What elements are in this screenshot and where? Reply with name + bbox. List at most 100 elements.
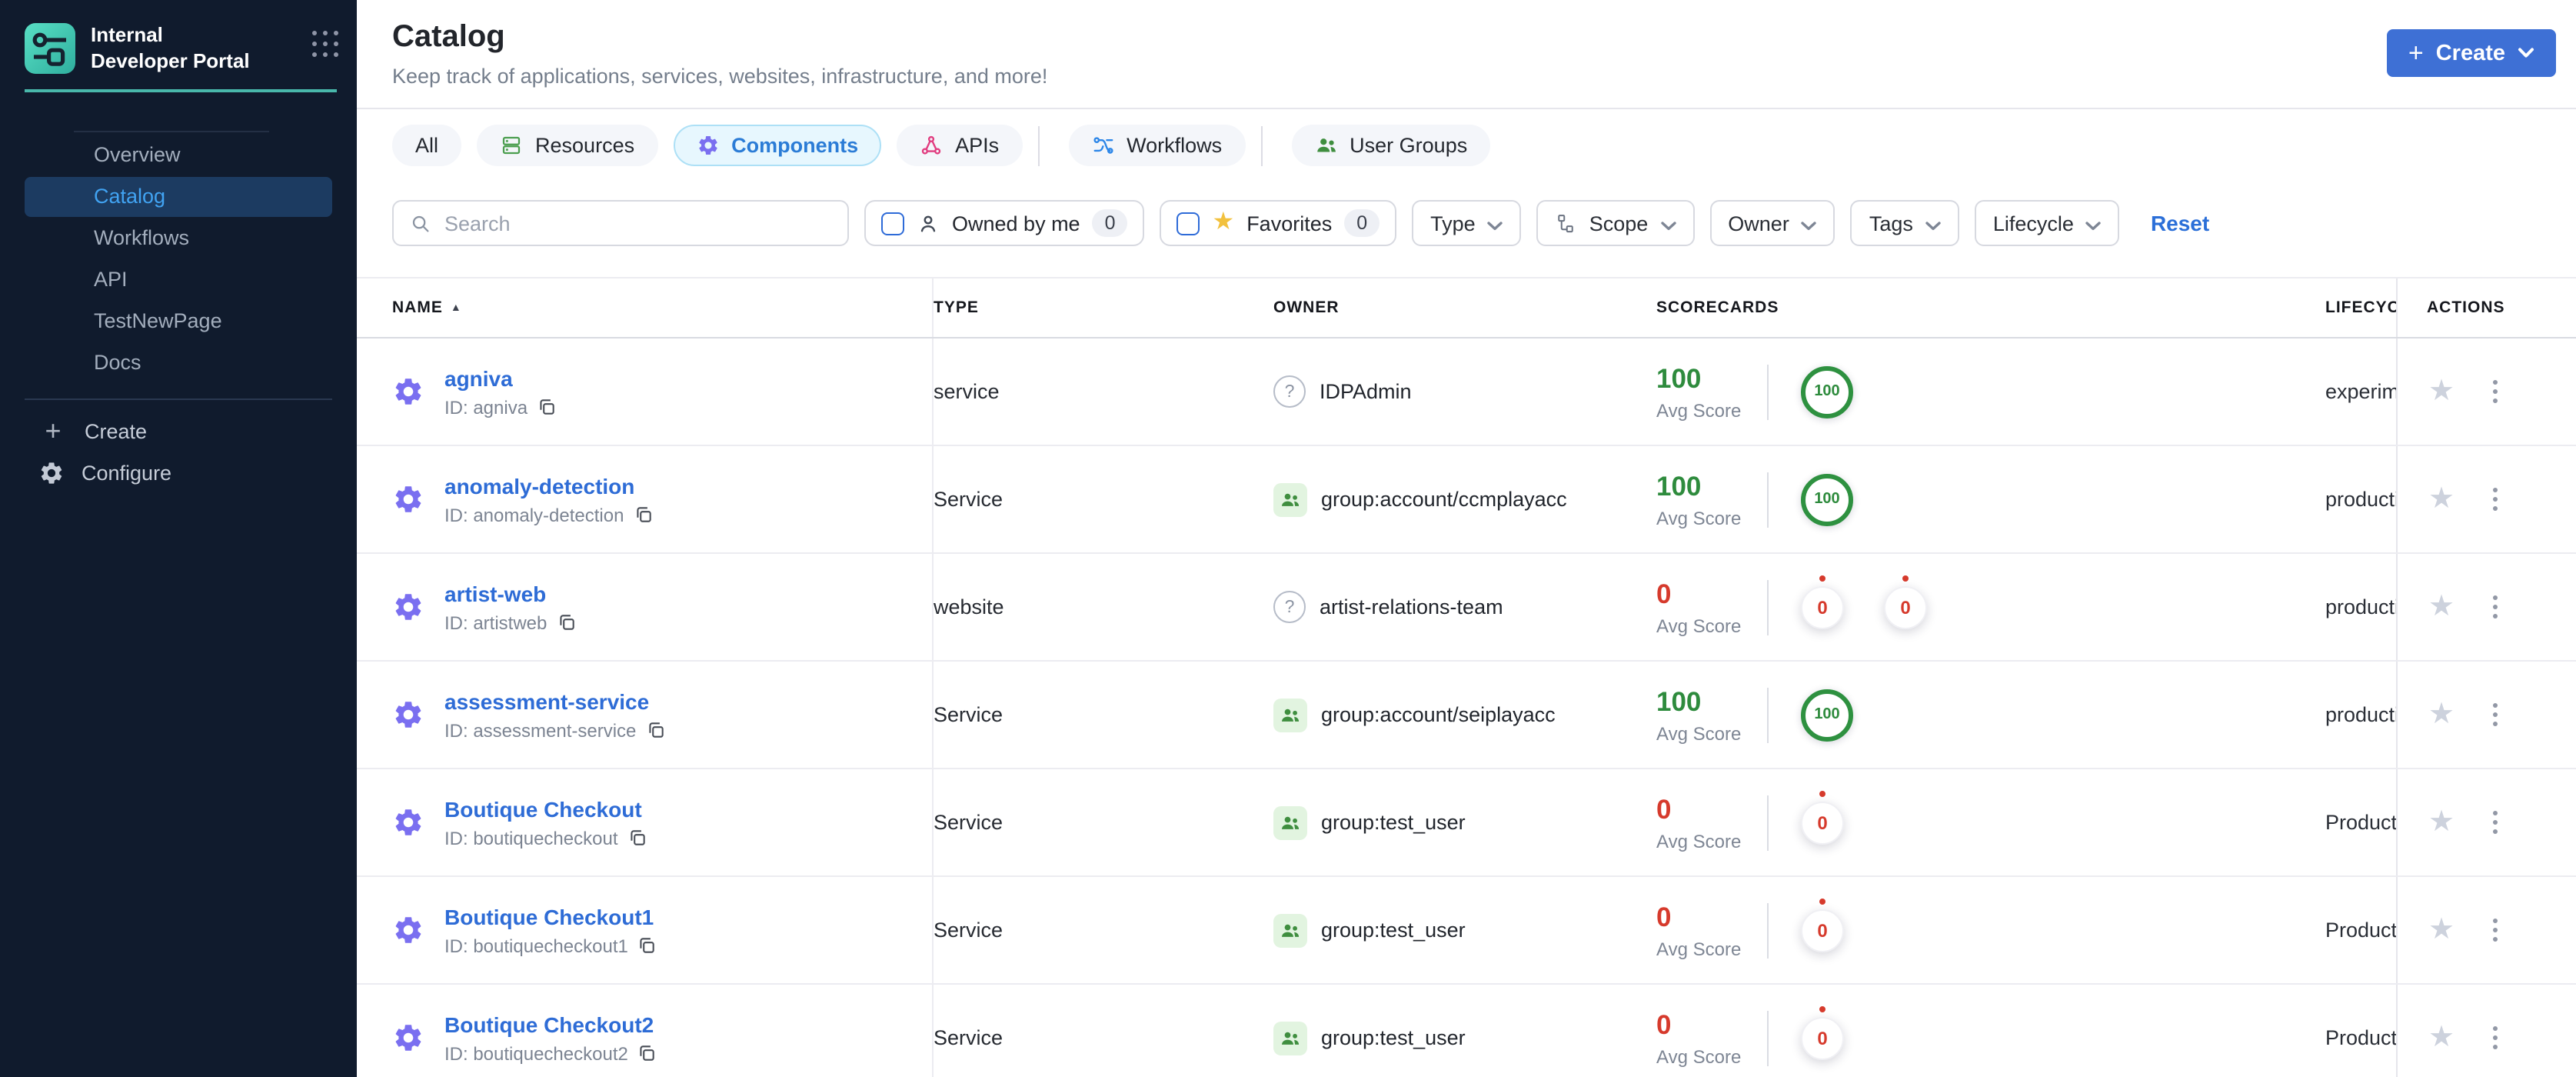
copy-icon[interactable]: [633, 505, 653, 525]
apis-icon: [920, 134, 943, 157]
copy-icon[interactable]: [637, 1043, 657, 1063]
owner-unknown-icon: ?: [1273, 591, 1306, 623]
score-divider: [1767, 364, 1769, 419]
scorecard-badge-value: 0: [1817, 596, 1828, 618]
entity-id: ID: boutiquecheckout2: [444, 1042, 657, 1064]
owner-cell: group:account/ccmplayacc: [1273, 482, 1656, 516]
owner-cell: ? IDPAdmin: [1273, 375, 1656, 408]
column-header-name[interactable]: NAME ▲: [357, 278, 934, 337]
avg-score-value: 100: [1656, 470, 1702, 501]
sidebar-item-testnewpage[interactable]: TestNewPage: [94, 308, 222, 332]
entity-id: ID: agniva: [444, 396, 557, 418]
scorecard-badges: 100: [1801, 473, 1853, 525]
copy-icon[interactable]: [637, 935, 657, 955]
type-cell: Service: [934, 919, 1003, 942]
sidebar-item-workflows[interactable]: Workflows: [94, 225, 190, 249]
favorite-star-icon[interactable]: ★: [2428, 806, 2455, 839]
workflows-icon: [1091, 134, 1114, 157]
scorecard-badge: 100: [1801, 473, 1853, 525]
row-menu-icon[interactable]: [2488, 914, 2503, 946]
component-gear-icon: [392, 914, 424, 946]
row-menu-icon[interactable]: [2488, 375, 2503, 408]
sidebar-create-button[interactable]: + Create: [42, 417, 357, 445]
user-groups-icon: [1314, 134, 1337, 157]
filter-scope-dropdown[interactable]: Scope: [1536, 200, 1695, 246]
copy-icon[interactable]: [537, 397, 557, 417]
sidebar-configure-button[interactable]: Configure: [38, 460, 357, 486]
avg-score-value: 0: [1656, 1009, 1672, 1039]
sidebar-item-docs[interactable]: Docs: [94, 350, 141, 374]
entity-id: ID: boutiquecheckout: [444, 827, 647, 849]
filter-tags-dropdown[interactable]: Tags: [1850, 200, 1959, 246]
copy-icon[interactable]: [627, 828, 647, 848]
name-cell: Boutique Checkout2 ID: boutiquecheckout2: [357, 985, 934, 1077]
scorecards-cell: 100 Avg Score 100: [1656, 338, 2325, 445]
entity-id: ID: artistweb: [444, 612, 576, 633]
apps-grid-icon[interactable]: [312, 31, 338, 57]
tab-components[interactable]: Components: [673, 125, 882, 166]
owned-by-me-filter[interactable]: Owned by me 0: [864, 200, 1145, 246]
favorite-star-icon[interactable]: ★: [2428, 1022, 2455, 1054]
favorites-checkbox[interactable]: [1177, 212, 1200, 235]
scorecard-badges: 0: [1801, 1016, 1844, 1059]
favorite-star-icon[interactable]: ★: [2428, 914, 2455, 946]
owned-by-me-label: Owned by me: [952, 212, 1080, 235]
filter-type-dropdown[interactable]: Type: [1412, 200, 1522, 246]
lifecycle-cell: Production: [2325, 769, 2396, 875]
avg-score: 0 Avg Score: [1656, 793, 1749, 852]
avg-score-value: 0: [1656, 578, 1672, 609]
owner-label: group:test_user: [1321, 811, 1466, 834]
filter-lifecycle-dropdown[interactable]: Lifecycle: [1974, 200, 2120, 246]
sidebar-item-catalog[interactable]: Catalog: [25, 176, 332, 217]
entity-id-text: ID: artistweb: [444, 612, 547, 633]
sidebar-item-overview[interactable]: Overview: [94, 142, 181, 166]
copy-icon[interactable]: [556, 612, 576, 632]
favorite-star-icon[interactable]: ★: [2428, 699, 2455, 731]
nav-divider: [74, 130, 269, 132]
tab-apis[interactable]: APIs: [897, 125, 1023, 166]
page-title: Catalog: [392, 20, 505, 54]
entity-id: ID: assessment-service: [444, 719, 665, 741]
owner-group-icon: [1273, 1021, 1307, 1055]
tab-workflows[interactable]: Workflows: [1068, 125, 1246, 166]
row-menu-icon[interactable]: [2488, 591, 2503, 623]
reset-filters-link[interactable]: Reset: [2150, 211, 2210, 235]
favorite-star-icon[interactable]: ★: [2428, 591, 2455, 623]
component-gear-icon: [392, 591, 424, 623]
table-row: Boutique Checkout ID: boutiquecheckout S…: [357, 769, 2576, 877]
entity-name-link[interactable]: anomaly-detection: [444, 473, 635, 498]
row-menu-icon[interactable]: [2488, 483, 2503, 515]
lifecycle-cell: experimental: [2325, 338, 2396, 445]
tab-resources[interactable]: Resources: [477, 125, 658, 166]
entity-name-link[interactable]: artist-web: [444, 581, 547, 605]
search-input[interactable]: [444, 212, 832, 235]
entity-name-link[interactable]: Boutique Checkout2: [444, 1012, 654, 1036]
lifecycle-value: Production: [2325, 811, 2396, 834]
favorite-star-icon[interactable]: ★: [2428, 483, 2455, 515]
owned-by-me-checkbox[interactable]: [881, 212, 904, 235]
copy-icon[interactable]: [645, 720, 665, 740]
entity-name-link[interactable]: Boutique Checkout: [444, 796, 642, 821]
name-cell: agniva ID: agniva: [357, 338, 934, 445]
filter-owner-dropdown[interactable]: Owner: [1709, 200, 1835, 246]
avg-score-label: Avg Score: [1656, 507, 1742, 528]
favorite-star-icon[interactable]: ★: [2428, 375, 2455, 408]
component-gear-icon: [392, 699, 424, 731]
page-header: Catalog Keep track of applications, serv…: [357, 0, 2576, 109]
tab-all[interactable]: All: [392, 125, 462, 166]
component-gear-icon: [392, 483, 424, 515]
favorites-filter[interactable]: ★ Favorites 0: [1160, 200, 1397, 246]
table-body: agniva ID: agniva service ? IDPAdmin 100…: [357, 338, 2576, 1077]
tab-label: Components: [731, 134, 859, 157]
row-menu-icon[interactable]: [2488, 806, 2503, 839]
entity-name-link[interactable]: assessment-service: [444, 689, 650, 713]
entity-name-link[interactable]: agniva: [444, 365, 513, 390]
create-button[interactable]: + Create: [2386, 29, 2556, 77]
entity-name-link[interactable]: Boutique Checkout1: [444, 904, 654, 929]
row-menu-icon[interactable]: [2488, 1022, 2503, 1054]
scorecards-cell: 100 Avg Score 100: [1656, 446, 2325, 552]
tab-user-groups[interactable]: User Groups: [1291, 125, 1491, 166]
create-button-label: Create: [2435, 41, 2505, 65]
sidebar-item-api[interactable]: API: [94, 267, 128, 291]
row-menu-icon[interactable]: [2488, 699, 2503, 731]
